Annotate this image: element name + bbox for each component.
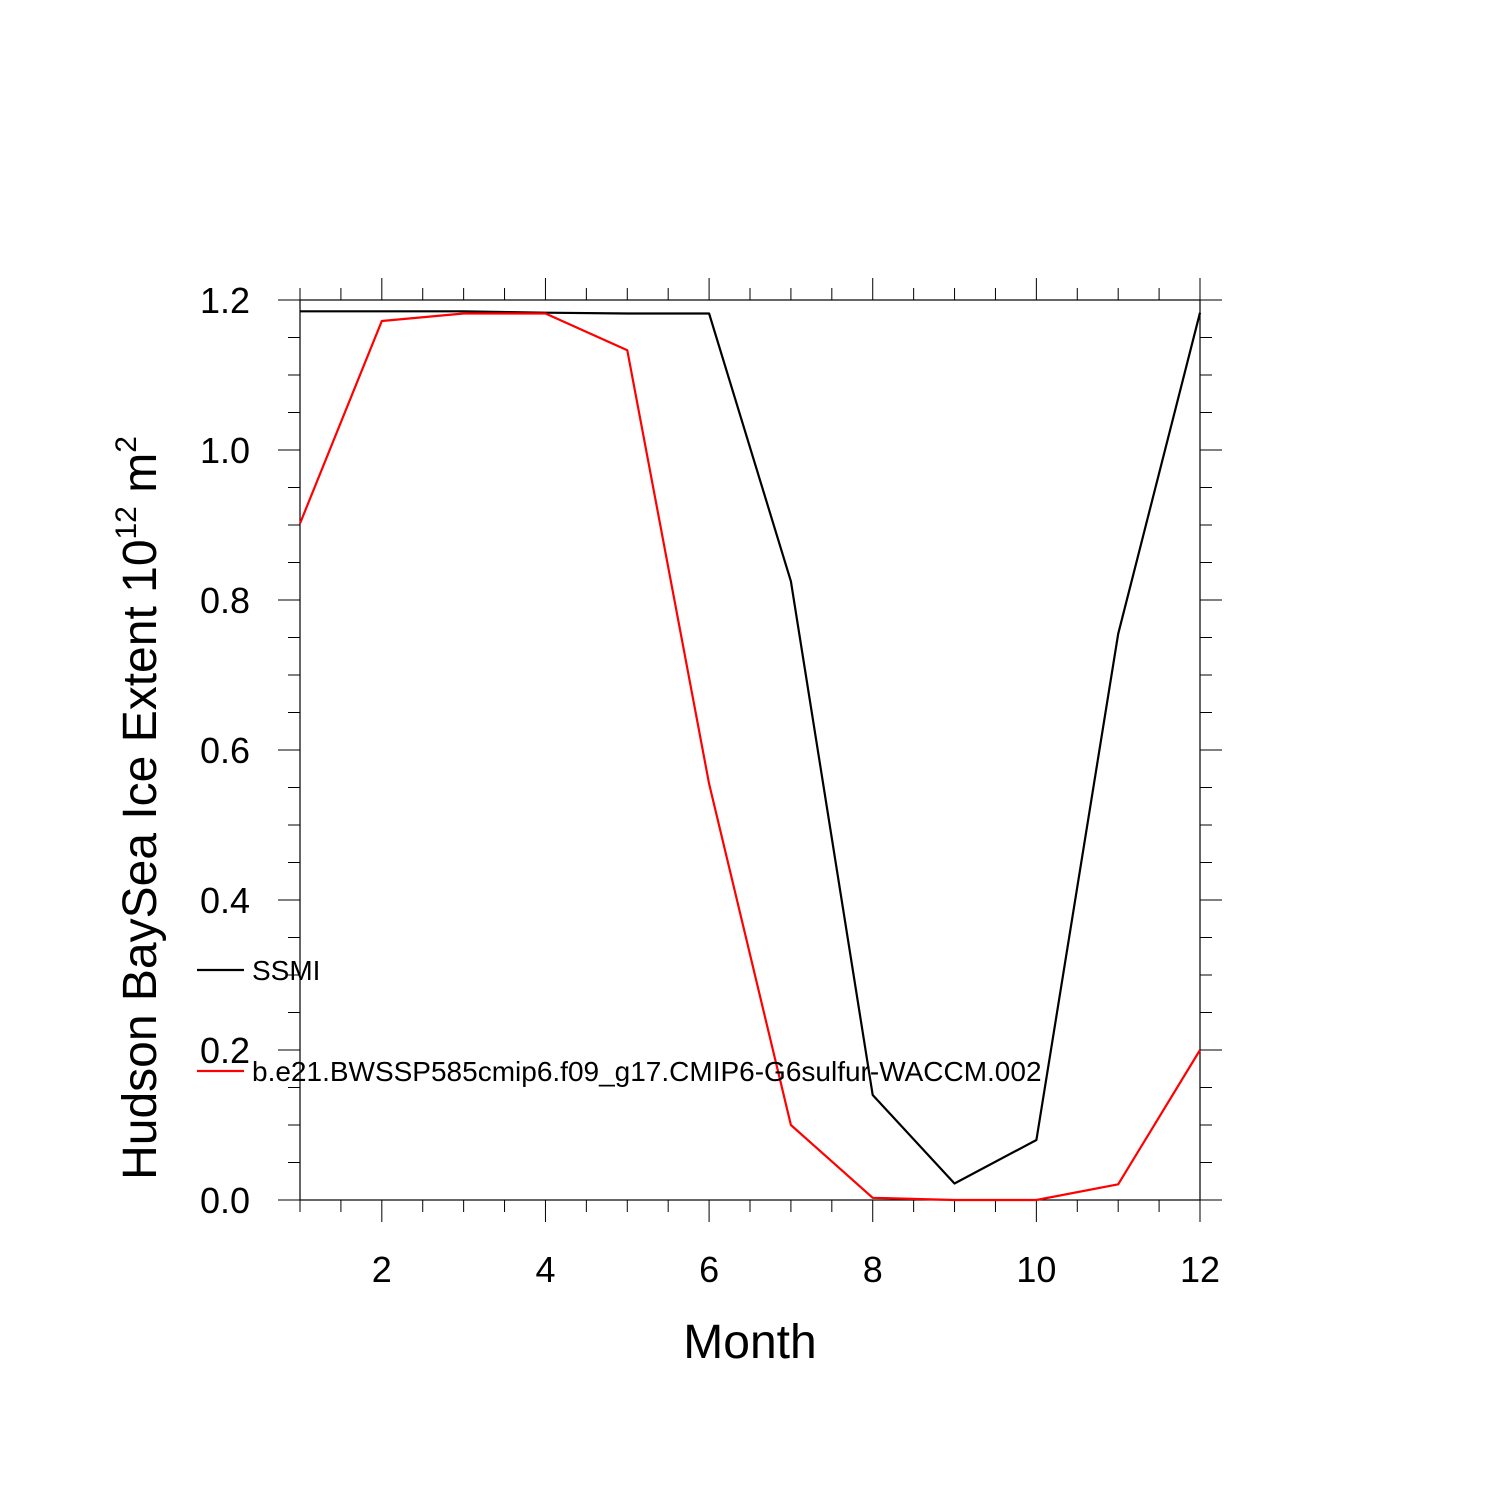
legend-label-2: b.e21.BWSSP585cmip6.f09_g17.CMIP6-G6sulf… xyxy=(252,1056,1042,1087)
x-tick-label: 4 xyxy=(535,1249,555,1290)
x-tick-label: 2 xyxy=(372,1249,392,1290)
x-tick-label: 10 xyxy=(1016,1249,1056,1290)
y-tick-label: 0.2 xyxy=(200,1030,250,1071)
x-axis-title: Month xyxy=(683,1316,816,1369)
y-tick-label: 1.2 xyxy=(200,280,250,321)
tick-labels: 2 4 6 8 10 12 0.0 0.2 0.4 0.6 0.8 1.0 1.2 xyxy=(200,280,1220,1290)
legend-label-1: SSMI xyxy=(252,955,320,986)
y-tick-label: 0.6 xyxy=(200,730,250,771)
x-tick-label: 8 xyxy=(863,1249,883,1290)
x-tick-label: 6 xyxy=(699,1249,719,1290)
y-tick-label: 0.8 xyxy=(200,580,250,621)
legend: SSMI b.e21.BWSSP585cmip6.f09_g17.CMIP6-G6… xyxy=(197,955,1042,1087)
x-tick-label: 12 xyxy=(1180,1249,1220,1290)
series-line-1 xyxy=(300,310,1202,1185)
y-axis-title-unit-exponent: 2 xyxy=(110,436,143,453)
axis-ticks xyxy=(278,278,1222,1222)
series-line-2 xyxy=(298,312,1201,1202)
y-tick-label: 1.0 xyxy=(200,430,250,471)
y-axis-title-exponent: 12 xyxy=(110,506,143,539)
plot-frame xyxy=(299,299,1201,1201)
y-tick-label: 0.0 xyxy=(200,1180,250,1221)
y-axis-title-unit: m xyxy=(114,453,167,506)
y-axis-title: Hudson BaySea Ice Extent 1012 m2 xyxy=(110,436,167,1180)
y-axis-title-main: Hudson BaySea Ice Extent 10 xyxy=(114,539,167,1179)
y-tick-label: 0.4 xyxy=(200,880,250,921)
series-layer xyxy=(298,310,1202,1202)
